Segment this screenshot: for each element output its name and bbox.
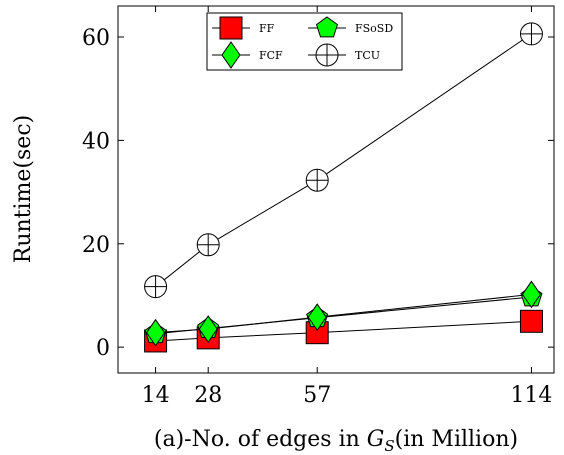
x-tick-label: 57	[303, 383, 331, 408]
y-axis-label: Runtime(sec)	[11, 115, 36, 263]
data-point-fcf	[198, 315, 218, 343]
y-tick-label: 40	[82, 129, 110, 154]
series-line-ff	[155, 320, 532, 342]
series-line-fcf	[155, 293, 532, 334]
data-point-fcf	[307, 303, 327, 332]
legend-marker-fsosd	[315, 16, 339, 38]
legend-label-tcu: TCU	[355, 49, 380, 62]
data-point-ff	[519, 309, 543, 333]
series-line-tcu	[155, 33, 532, 288]
legend-item-fcf: FCF	[212, 41, 283, 69]
series-layer	[144, 22, 543, 353]
y-tick-label: 60	[82, 26, 110, 51]
x-axis-label-var: G	[367, 427, 385, 452]
data-point-fcf	[521, 280, 542, 309]
x-axis-label-sub: S	[384, 437, 394, 455]
legend-item-ff: FF	[212, 16, 275, 40]
data-point-tcu	[519, 22, 543, 46]
legend-marker-tcu	[315, 43, 339, 67]
legend-label-fsosd: FSoSD	[355, 22, 393, 35]
y-tick-label: 20	[82, 233, 110, 258]
legend-marker-fcf	[221, 41, 241, 69]
series-tcu	[144, 22, 543, 299]
y-tick-labels: 0 20 40 60	[82, 26, 110, 361]
legend-label-ff: FF	[259, 22, 275, 35]
legend-label-fcf: FCF	[259, 49, 283, 62]
x-tick-label: 28	[194, 383, 222, 408]
data-point-tcu	[305, 168, 329, 192]
x-tick-label: 14	[142, 383, 170, 408]
data-point-fcf	[145, 318, 166, 347]
legend: FF FSoSD FCF TCU	[206, 12, 403, 71]
x-tick-label: 114	[510, 383, 552, 408]
x-axis-label-prefix: (a)-No. of edges in	[154, 427, 367, 452]
legend-items: FF FSoSD FCF TCU	[212, 16, 393, 69]
series-fcf	[145, 280, 542, 347]
x-axis-label: (a)-No. of edges in GS(in Million)	[154, 427, 518, 455]
plot-frame	[117, 5, 555, 374]
x-axis-label-suffix: (in Million)	[395, 427, 518, 452]
legend-item-fsosd: FSoSD	[308, 16, 393, 38]
legend-marker-ff	[219, 16, 243, 40]
legend-item-tcu: TCU	[308, 43, 380, 67]
data-point-tcu	[144, 275, 168, 299]
y-tick-label: 0	[96, 336, 110, 361]
data-point-tcu	[196, 233, 220, 257]
axis-ticks	[118, 6, 554, 373]
x-tick-labels: 14 28 57 114	[142, 383, 553, 408]
